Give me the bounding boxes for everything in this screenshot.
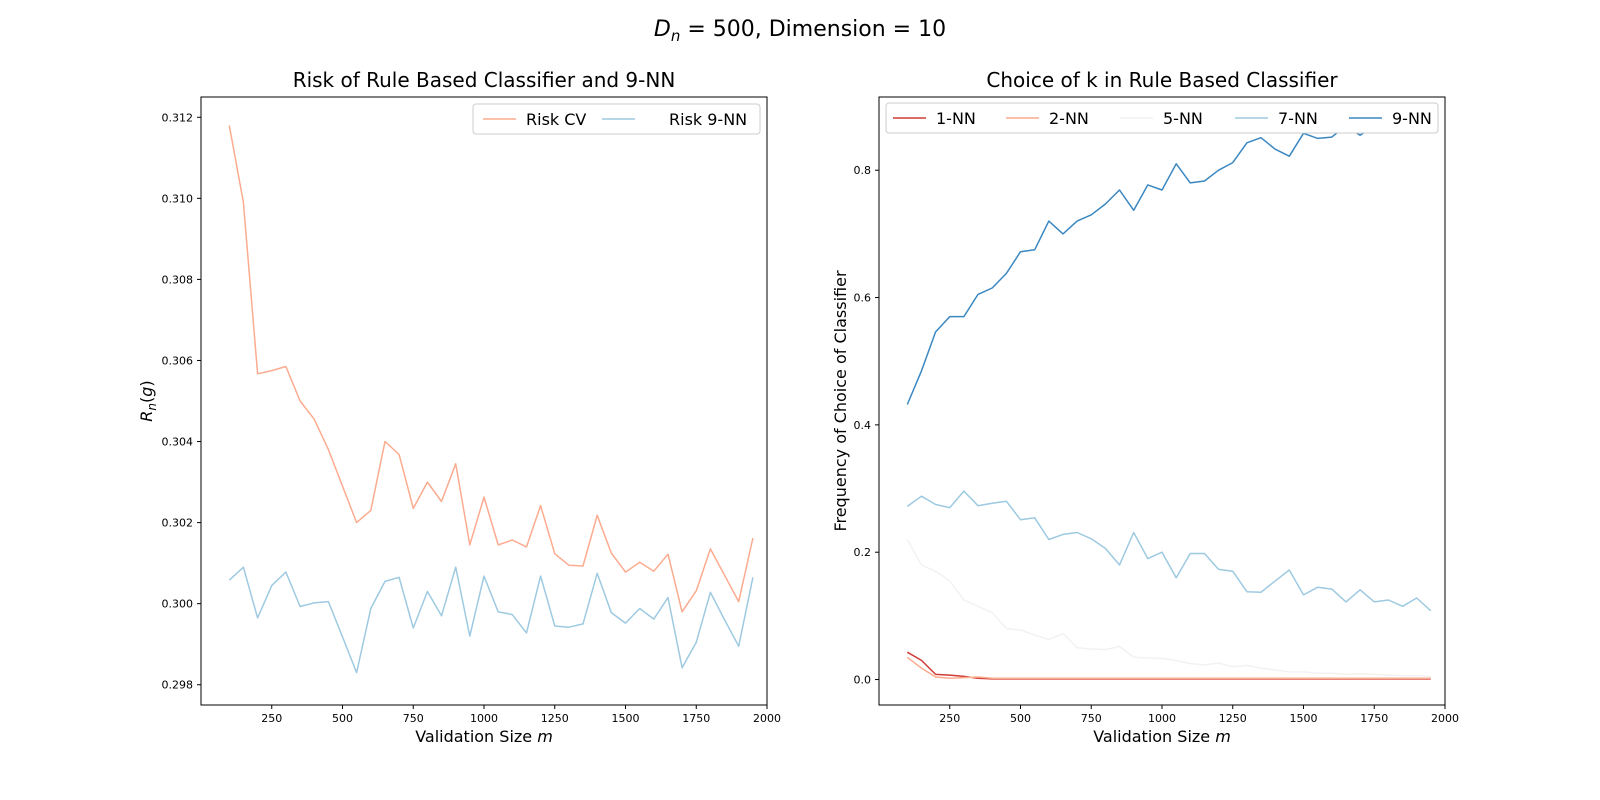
y-tick-label: 0.0 — [854, 674, 872, 687]
y-axis-label: Rn(g) — [137, 380, 159, 421]
series-line-5-nn — [906, 539, 1431, 678]
series-line-risk-cv — [228, 125, 754, 613]
x-axis-label: Validation Size m — [415, 727, 553, 746]
panel-title: Risk of Rule Based Classifier and 9-NN — [293, 68, 676, 92]
y-tick-label: 0.4 — [854, 419, 872, 432]
choice-panel: Choice of k in Rule Based Classifier 250 5… — [831, 68, 1459, 746]
x-tick-label: 500 — [332, 712, 353, 725]
y-axis-label: Frequency of Choice of Classifier — [831, 270, 850, 531]
y-tick-label: 0.300 — [162, 598, 194, 611]
legend-label: 9-NN — [1392, 109, 1432, 128]
series-line-risk-9-nn — [228, 566, 754, 674]
legend-label: 2-NN — [1049, 109, 1089, 128]
legend-label: 7-NN — [1278, 109, 1318, 128]
series-line-7-nn — [906, 490, 1432, 612]
x-tick-label: 1500 — [1290, 712, 1318, 725]
legend-box — [885, 102, 1439, 134]
x-tick-label: 250 — [939, 712, 960, 725]
series-line-9-nn — [906, 115, 1432, 405]
y-tick-label: 0.306 — [162, 354, 194, 367]
y-tick-label: 0.8 — [854, 164, 872, 177]
x-tick-label: 1750 — [1360, 712, 1388, 725]
figure-suptitle: Dn = 500, Dimension = 10 — [654, 17, 946, 45]
y-tick-label: 0.312 — [162, 111, 194, 124]
x-axis-label: Validation Size m — [1093, 727, 1231, 746]
x-tick-label: 2000 — [753, 712, 781, 725]
x-tick-label: 1000 — [1148, 712, 1176, 725]
x-tick-label: 1500 — [612, 712, 640, 725]
series-line-2-nn — [906, 656, 1431, 680]
legend-label: Risk CV — [526, 110, 586, 129]
suptitle-subscript: n — [671, 27, 681, 45]
y-tick-label: 0.2 — [854, 546, 872, 559]
y-tick-label: 0.6 — [854, 292, 872, 305]
x-tick-label: 1000 — [470, 712, 498, 725]
x-tick-label: 1250 — [1219, 712, 1247, 725]
plot-frame — [878, 96, 1446, 706]
x-tick-label: 1750 — [682, 712, 710, 725]
risk-panel: Risk of Rule Based Classifier and 9-NN 25… — [137, 68, 781, 746]
suptitle-symbol: D — [654, 17, 671, 42]
y-tick-label: 0.308 — [162, 273, 194, 286]
plot-frame — [200, 96, 768, 706]
legend-label: Risk 9-NN — [669, 110, 747, 129]
legend-label: 5-NN — [1163, 109, 1203, 128]
legend-label: 1-NN — [936, 109, 976, 128]
y-tick-label: 0.298 — [162, 679, 194, 692]
suptitle-rest: = 500, Dimension = 10 — [680, 17, 946, 42]
x-tick-label: 750 — [1081, 712, 1102, 725]
x-tick-label: 250 — [261, 712, 282, 725]
series-line-1-nn — [906, 651, 1431, 680]
x-tick-label: 1250 — [541, 712, 569, 725]
x-tick-label: 750 — [403, 712, 424, 725]
y-tick-label: 0.302 — [162, 517, 194, 530]
y-tick-label: 0.310 — [162, 192, 194, 205]
y-tick-label: 0.304 — [162, 436, 194, 449]
x-tick-label: 2000 — [1431, 712, 1459, 725]
x-tick-label: 500 — [1010, 712, 1031, 725]
panel-title: Choice of k in Rule Based Classifier — [986, 68, 1338, 92]
